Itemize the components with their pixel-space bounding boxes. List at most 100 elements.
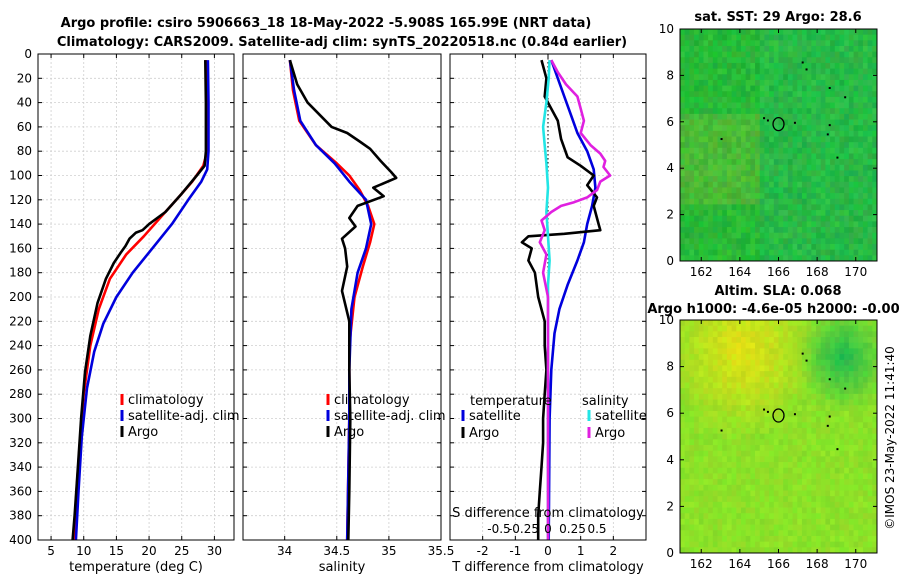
heatmap-cell xyxy=(848,193,854,200)
heatmap-cell xyxy=(862,388,869,395)
heatmap-cell xyxy=(806,359,812,366)
heatmap-cell xyxy=(750,530,756,537)
heatmap-cell xyxy=(844,416,850,423)
heatmap-cell xyxy=(825,462,831,469)
heatmap-cell xyxy=(694,215,700,222)
heatmap-cell xyxy=(872,445,878,452)
heatmap-cell xyxy=(806,388,812,395)
heatmap-cell xyxy=(717,337,723,344)
heatmap-cell xyxy=(867,68,873,75)
heatmap-cell xyxy=(848,125,854,132)
heatmap-cell xyxy=(783,490,789,497)
heatmap-cell xyxy=(764,159,770,166)
salinity-legend-title: salinity xyxy=(582,394,629,409)
heatmap-cell xyxy=(689,255,695,262)
heatmap-cell xyxy=(787,238,793,245)
heatmap-cell xyxy=(848,176,854,183)
heatmap-cell xyxy=(773,85,779,92)
heatmap-cell xyxy=(792,484,798,491)
heatmap-cell xyxy=(825,29,831,36)
heatmap-cell xyxy=(830,221,836,228)
heatmap-cell xyxy=(806,232,812,239)
heatmap-cell xyxy=(698,445,704,452)
heatmap-cell xyxy=(745,125,751,132)
heatmap-cell xyxy=(708,376,714,383)
heatmap-cell xyxy=(867,427,873,435)
heatmap-cell xyxy=(867,371,873,378)
heatmap-cell xyxy=(787,320,793,327)
heatmap-cell xyxy=(703,85,709,92)
heatmap-cell xyxy=(778,108,784,115)
heatmap-cell xyxy=(839,40,845,47)
heatmap-cell xyxy=(816,91,822,98)
heatmap-cell xyxy=(726,439,732,446)
heatmap-cell xyxy=(694,108,700,115)
heatmap-cell xyxy=(769,382,775,389)
heatmap-cell xyxy=(703,249,709,256)
heatmap-cell xyxy=(750,181,756,188)
figure-title-line2: Climatology: CARS2009. Satellite-adj cli… xyxy=(57,35,627,50)
heatmap-cell xyxy=(816,227,822,234)
heatmap-cell xyxy=(816,342,822,349)
heatmap-cell xyxy=(708,467,714,474)
heatmap-cell xyxy=(689,113,695,120)
heatmap-cell xyxy=(764,518,770,525)
heatmap-cell xyxy=(787,365,793,372)
heatmap-cell xyxy=(801,365,808,372)
heatmap-cell xyxy=(858,541,864,548)
heatmap-cell xyxy=(811,422,817,429)
heatmap-cell xyxy=(853,535,859,543)
heatmap-cell xyxy=(867,342,873,349)
heatmap-cell xyxy=(773,518,779,525)
heatmap-cell xyxy=(689,467,695,474)
heatmap-cell xyxy=(726,249,732,256)
heatmap-cell xyxy=(759,501,765,508)
heatmap-cell xyxy=(745,405,751,412)
heatmap-cell xyxy=(820,153,826,160)
heatmap-cell xyxy=(703,547,709,554)
heatmap-cell xyxy=(769,238,775,245)
heatmap-cell xyxy=(811,320,817,327)
heatmap-cell xyxy=(745,462,751,469)
heatmap-cell xyxy=(783,484,789,491)
heatmap-cell xyxy=(830,153,836,160)
heatmap-cell xyxy=(764,479,770,486)
heatmap-cell xyxy=(708,176,714,183)
heatmap-cell xyxy=(722,221,728,228)
heatmap-cell xyxy=(797,331,803,338)
heatmap-cell xyxy=(787,96,793,103)
heatmap-cell xyxy=(778,524,784,531)
heatmap-cell xyxy=(684,484,690,491)
heatmap-cell xyxy=(801,249,808,256)
heatmap-cell xyxy=(731,62,737,70)
heatmap-cell xyxy=(801,238,808,245)
heatmap-cell xyxy=(717,57,723,64)
heatmap-cell xyxy=(722,484,728,491)
heatmap-cell xyxy=(745,204,751,211)
heatmap-cell xyxy=(712,507,718,514)
heatmap-cell xyxy=(740,473,747,480)
island-marker xyxy=(763,408,766,411)
heatmap-cell xyxy=(740,68,747,75)
heatmap-cell xyxy=(811,244,817,251)
heatmap-cell xyxy=(853,433,859,440)
heatmap-cell xyxy=(703,170,709,177)
heatmap-cell xyxy=(844,57,850,64)
sst_map-y-tick-label: 10 xyxy=(659,22,674,36)
heatmap-cell xyxy=(834,232,840,239)
heatmap-cell xyxy=(811,490,817,497)
heatmap-cell xyxy=(708,331,714,338)
heatmap-cell xyxy=(736,359,742,366)
heatmap-cell xyxy=(755,490,761,497)
heatmap-cell xyxy=(811,125,817,132)
heatmap-cell xyxy=(731,74,737,81)
heatmap-cell xyxy=(764,255,770,262)
heatmap-cell xyxy=(825,45,831,53)
heatmap-cell xyxy=(848,393,854,400)
heatmap-cell xyxy=(858,108,864,115)
heatmap-cell xyxy=(806,119,812,126)
heatmap-cell xyxy=(764,541,770,548)
heatmap-cell xyxy=(872,427,878,435)
heatmap-cell xyxy=(717,501,723,508)
heatmap-cell xyxy=(783,405,789,412)
